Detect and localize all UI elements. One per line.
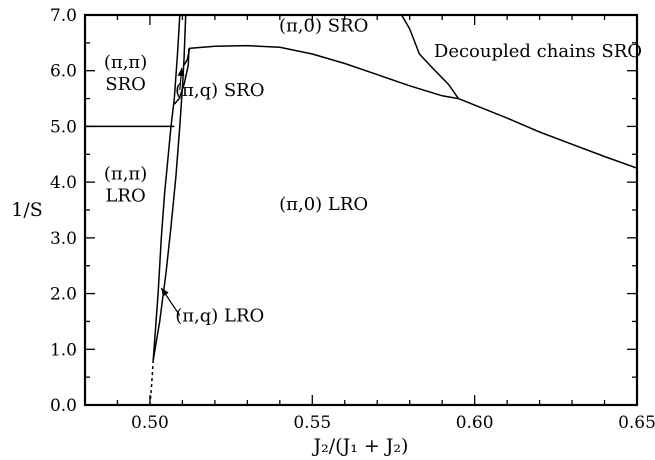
region-label-piq-sro: (π,q) SRO bbox=[175, 80, 264, 101]
boundary-left-boundary bbox=[152, 14, 181, 361]
boundaries bbox=[85, 14, 638, 406]
y-axis-label: 1/S bbox=[11, 199, 43, 221]
boundary-pi0-lro-sro bbox=[188, 44, 638, 169]
region-label-pipi-sro: (π,π) SRO bbox=[104, 52, 147, 95]
x-tick-label: 0.50 bbox=[131, 413, 169, 433]
region-label-decoupled-sro: Decoupled chains SRO bbox=[434, 41, 642, 62]
region-label-pipi-lro: (π,π) LRO bbox=[104, 163, 147, 206]
arrowhead-piq-lro bbox=[161, 288, 169, 297]
x-ticks: 0.50 0.55 0.60 0.65 bbox=[116, 15, 655, 433]
region-label-pi0-sro: (π,0) SRO bbox=[279, 16, 368, 37]
x-tick-label: 0.60 bbox=[456, 413, 494, 433]
arrowhead-piq-sro bbox=[177, 67, 185, 77]
y-tick-label: 1.0 bbox=[50, 340, 77, 360]
y-tick-label: 4.0 bbox=[50, 173, 77, 193]
region-labels: (π,π) SRO (π,π) LRO (π,q) SRO (π,0) SRO Decoup… bbox=[104, 16, 642, 327]
y-tick-label: 6.0 bbox=[50, 62, 77, 82]
boundary-extrapolation bbox=[149, 360, 154, 406]
boundary-pi0-sro-decoupled bbox=[400, 14, 460, 100]
x-tick-label: 0.65 bbox=[618, 413, 655, 433]
y-tick-label: 0.0 bbox=[50, 396, 77, 416]
boundary-right-boundary bbox=[152, 14, 187, 361]
y-tick-label: 2.0 bbox=[50, 285, 77, 305]
x-tick-label: 0.55 bbox=[293, 413, 331, 433]
x-axis-label: J₂/(J₁ + J₂) bbox=[312, 435, 409, 457]
boundary-piq-sro-right bbox=[183, 48, 191, 66]
boundary-piq-sro-lower bbox=[173, 48, 190, 105]
plot-frame bbox=[83, 13, 639, 407]
region-label-piq-lro: (π,q) LRO bbox=[175, 305, 264, 326]
y-tick-label: 7.0 bbox=[50, 6, 77, 26]
y-tick-label: 3.0 bbox=[50, 229, 77, 249]
y-ticks: 0.0 1.0 2.0 3.0 4.0 5.0 6.0 7.0 bbox=[50, 6, 637, 416]
region-label-pi0-lro: (π,0) LRO bbox=[279, 194, 368, 215]
y-tick-label: 5.0 bbox=[50, 117, 77, 137]
